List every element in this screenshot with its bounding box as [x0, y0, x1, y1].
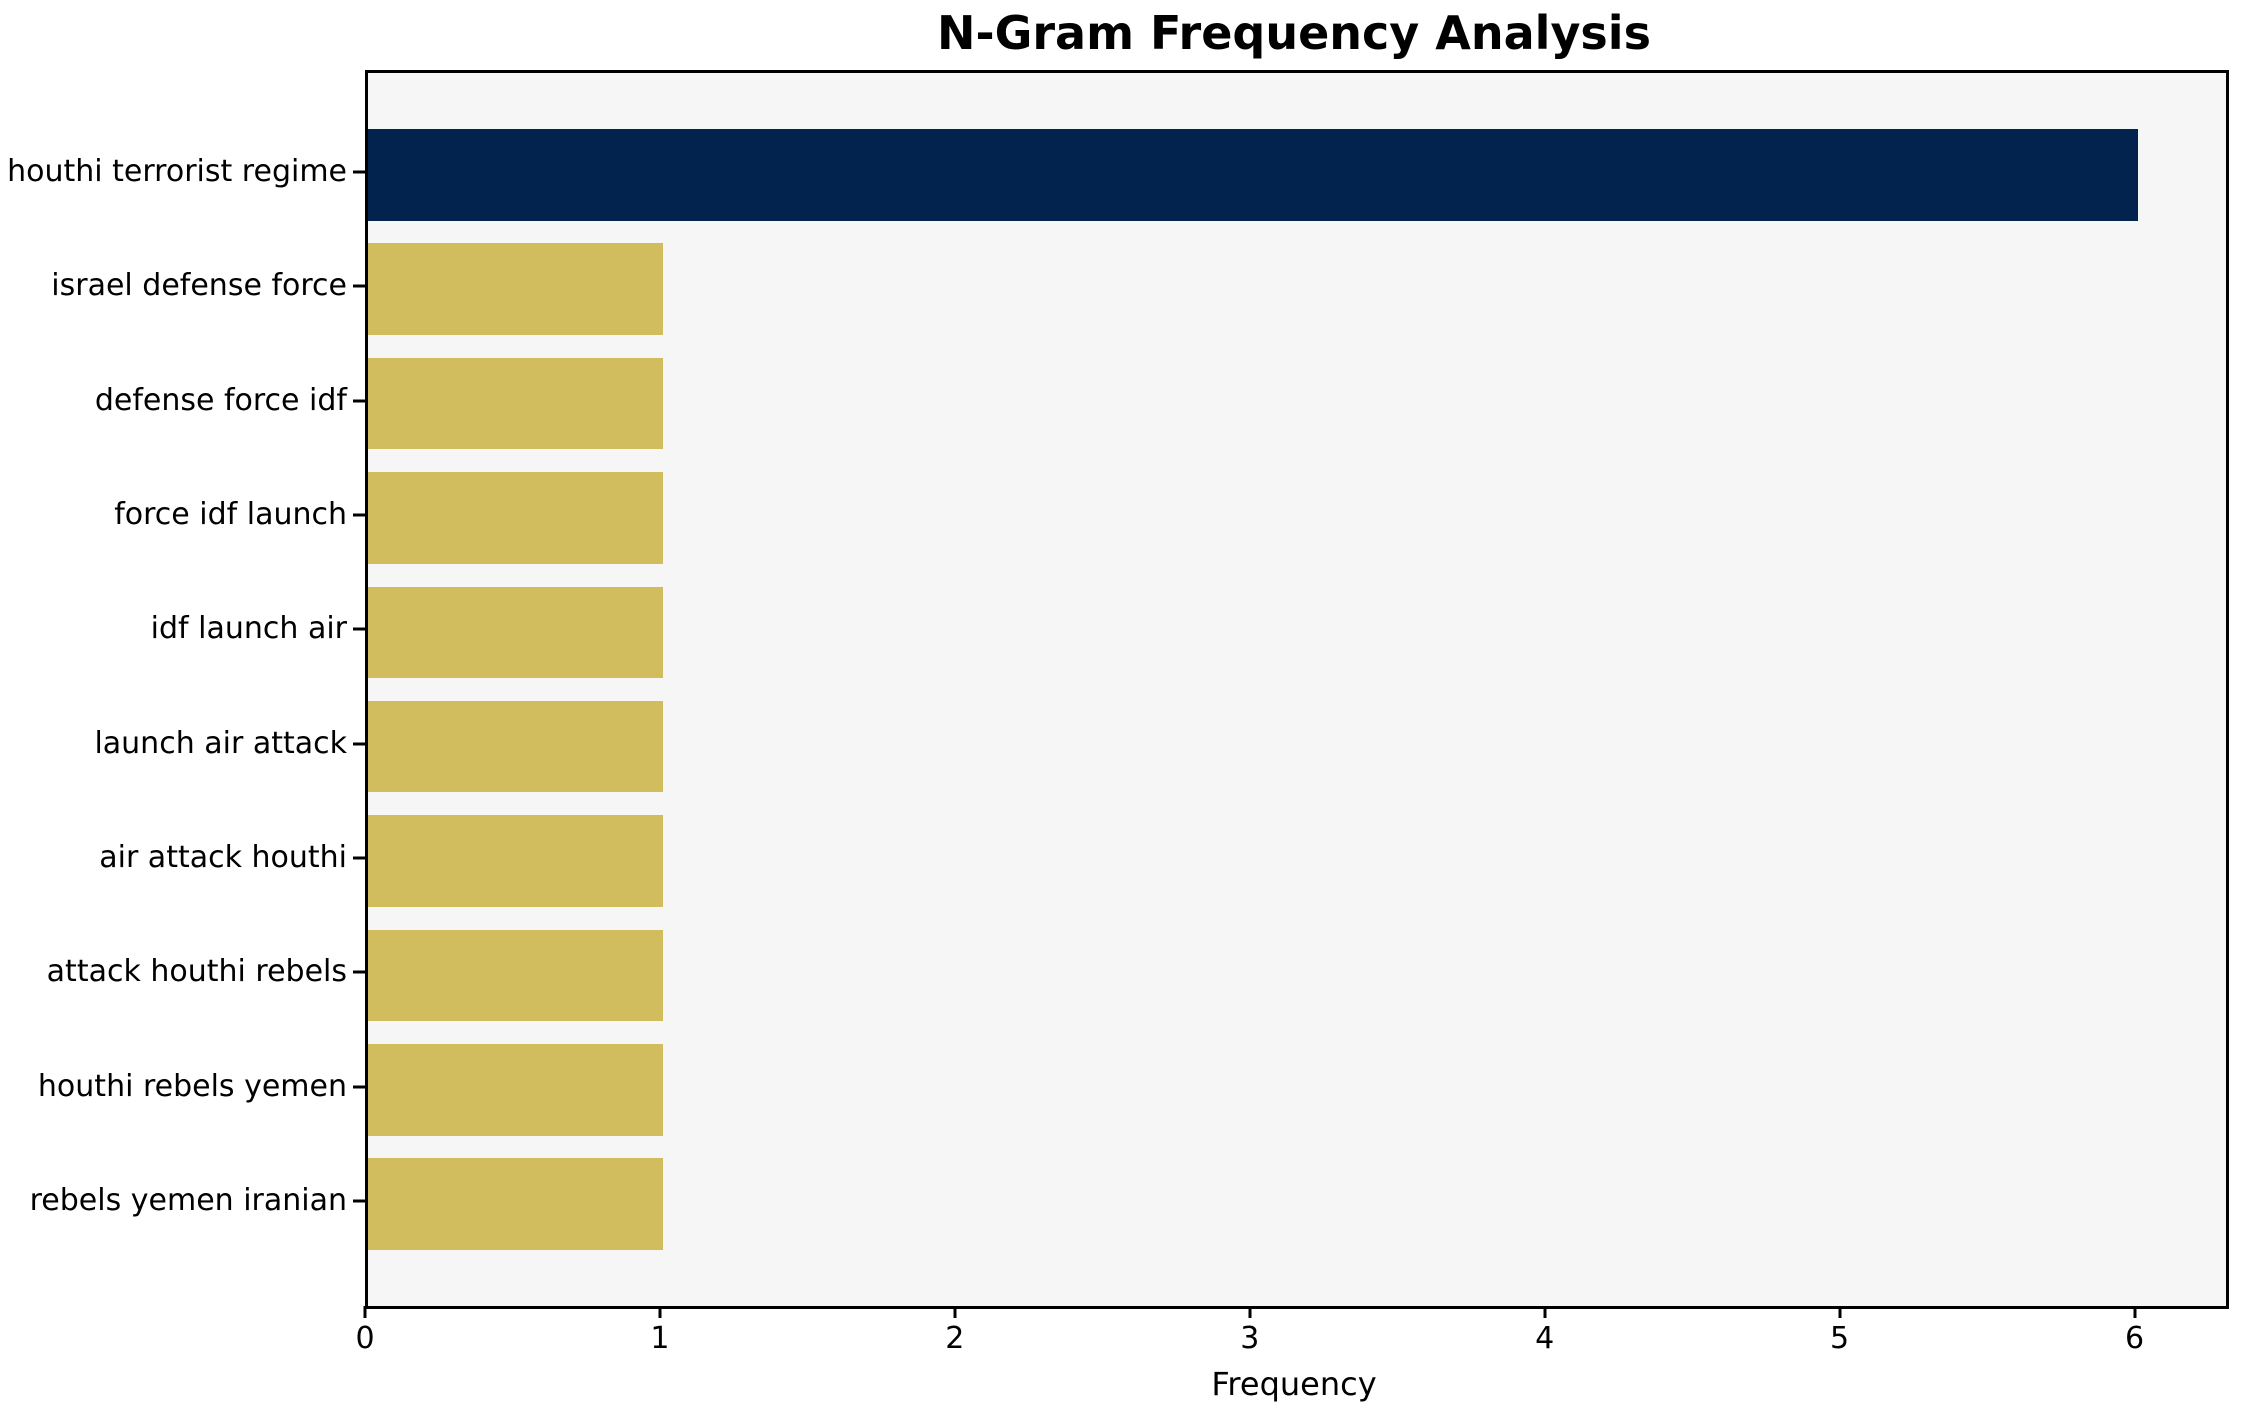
x-tick-mark [1838, 1306, 1842, 1318]
x-tick-label: 1 [650, 1321, 670, 1356]
y-tick-label: attack houthi rebels [46, 954, 347, 990]
y-tick-label: defense force idf [94, 382, 347, 418]
y-tick-mark [353, 856, 365, 860]
y-tick-mark [353, 1085, 365, 1089]
x-tick-mark [1543, 1306, 1547, 1318]
y-tick-label: air attack houthi [99, 840, 347, 876]
bar-houthi-terrorist-regime [368, 129, 2138, 221]
x-tick-label: 4 [1535, 1321, 1555, 1356]
bar-launch-air-attack [368, 700, 663, 793]
bar-rebels-yemen-iranian [368, 1158, 663, 1250]
x-axis-label: Frequency [1211, 1365, 1377, 1403]
y-tick-label: houthi rebels yemen [37, 1068, 347, 1104]
bar-attack-houthi-rebels [368, 929, 663, 1022]
y-tick-label: launch air attack [94, 725, 347, 761]
x-tick-label: 6 [2124, 1321, 2145, 1356]
x-tick-label: 3 [1240, 1321, 1260, 1356]
bar-houthi-rebels-yemen [368, 1044, 663, 1136]
y-tick-mark [353, 627, 365, 631]
bar-israel-defense-force [368, 243, 663, 335]
x-tick-mark [363, 1306, 367, 1318]
y-tick-mark [353, 742, 365, 746]
bar-force-idf-launch [368, 472, 663, 564]
x-tick-mark [658, 1306, 662, 1318]
bar-air-attack-houthi [368, 815, 663, 907]
bars-layer [368, 73, 2226, 1306]
y-tick-label: rebels yemen iranian [29, 1183, 347, 1219]
x-tick-mark [953, 1306, 957, 1318]
x-tick-label: 0 [355, 1321, 375, 1356]
y-tick-mark [353, 170, 365, 174]
chart-title: N-Gram Frequency Analysis [937, 6, 1651, 60]
y-tick-mark [353, 970, 365, 974]
x-tick-label: 5 [1830, 1321, 1850, 1356]
y-tick-mark [353, 284, 365, 288]
x-tick-mark [1248, 1306, 1252, 1318]
y-tick-mark [353, 513, 365, 517]
x-tick-label: 2 [945, 1321, 965, 1356]
plot-area [365, 70, 2229, 1309]
y-tick-mark [353, 1199, 365, 1203]
y-tick-mark [353, 399, 365, 403]
y-tick-label: idf launch air [150, 611, 347, 647]
bar-defense-force-idf [368, 357, 663, 450]
y-tick-label: israel defense force [51, 268, 347, 304]
y-tick-label: force idf launch [114, 496, 347, 532]
y-tick-label: houthi terrorist regime [7, 153, 347, 189]
x-tick-mark [2133, 1306, 2137, 1318]
bar-idf-launch-air [368, 586, 663, 679]
